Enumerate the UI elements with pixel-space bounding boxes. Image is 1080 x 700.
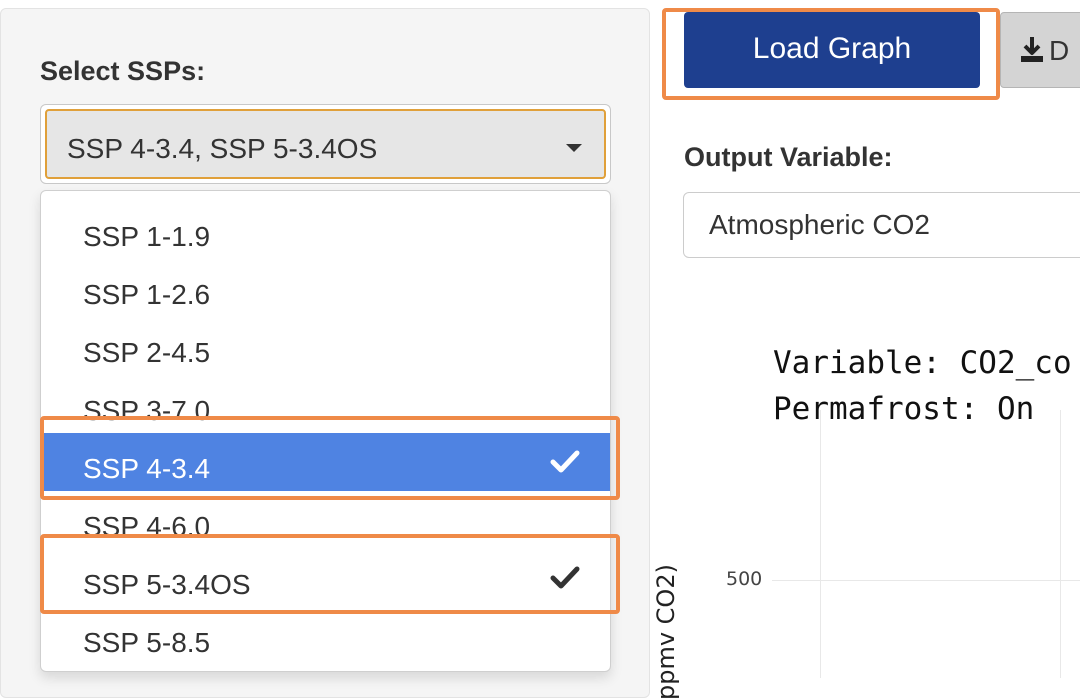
highlight-load-graph (662, 8, 1000, 100)
option-ssp-1-2-6[interactable]: SSP 1-2.6 (83, 279, 211, 310)
highlight-ssp-5-3-4os (40, 534, 620, 614)
option-ssp-1-1-9[interactable]: SSP 1-1.9 (83, 221, 211, 252)
output-variable-select[interactable]: Atmospheric CO2 (683, 192, 1080, 258)
output-variable-value: Atmospheric CO2 (709, 209, 930, 240)
y-axis-label: ppmv CO2) (652, 564, 680, 700)
option-ssp-5-3-4os[interactable]: SSP 5-3.4OS (41, 549, 610, 607)
option-ssp-5-8-5[interactable]: SSP 5-8.5 (83, 627, 211, 658)
chart-title-line2: Permafrost: On (773, 391, 1035, 427)
check-icon (550, 450, 580, 473)
chart-title-line1: Variable: CO2_co (773, 345, 1072, 381)
option-ssp-2-4-5[interactable]: SSP 2-4.5 (83, 337, 211, 368)
download-icon (1021, 37, 1043, 62)
chart-gridline-horizontal (772, 580, 1080, 581)
ssp-dropdown-menu: SSP 1-1.9 SSP 1-2.6 SSP 2-4.5 SSP 3-7.0 … (40, 190, 611, 672)
check-icon (550, 566, 580, 589)
ssp-select-label: Select SSPs: (40, 56, 206, 86)
output-variable-label: Output Variable: (684, 142, 893, 172)
load-graph-button[interactable]: Load Graph (684, 12, 980, 88)
chart-title: Variable: CO2_co Permafrost: On (773, 340, 1072, 432)
highlight-ssp-4-3-4 (40, 416, 620, 500)
chart-gridline-vertical (820, 410, 821, 678)
download-button[interactable]: D (1000, 12, 1080, 88)
option-ssp-3-7-0[interactable]: SSP 3-7.0 (83, 395, 211, 426)
ssp-select-field[interactable]: SSP 4-3.4, SSP 5-3.4OS (45, 109, 606, 179)
option-ssp-4-3-4[interactable]: SSP 4-3.4 (41, 433, 610, 491)
chart-gridline-vertical (1060, 410, 1061, 678)
y-tick-label: 500 (726, 568, 763, 590)
caret-down-icon[interactable] (566, 144, 582, 152)
ssp-select-value: SSP 4-3.4, SSP 5-3.4OS (67, 133, 378, 164)
ssp-select[interactable]: SSP 4-3.4, SSP 5-3.4OS (40, 104, 611, 184)
